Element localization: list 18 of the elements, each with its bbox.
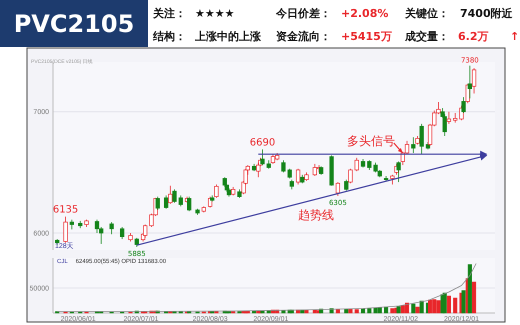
annotation: 趋势线 [298, 208, 334, 222]
text: +5415万 [341, 30, 392, 43]
text: 成交量： [404, 30, 449, 43]
text: 资金流向： [276, 30, 331, 43]
annotation: 6690 [250, 137, 276, 148]
text: 今日价差： [275, 7, 331, 20]
text: PVC2105 [14, 10, 134, 38]
annotation: 6135 [52, 204, 78, 216]
text: +2.08% [341, 7, 388, 20]
text: ↑ [510, 30, 520, 43]
text: 上涨中的上涨 [194, 30, 262, 43]
text: ★★★★ [195, 7, 235, 20]
text: 关键位： [404, 7, 449, 20]
annotation: 多头信号 [346, 134, 395, 148]
text: 结构： [152, 30, 186, 43]
text: 关注： [152, 7, 186, 20]
text: 6.2万 [458, 30, 488, 43]
text: 7400附近 [460, 7, 514, 20]
